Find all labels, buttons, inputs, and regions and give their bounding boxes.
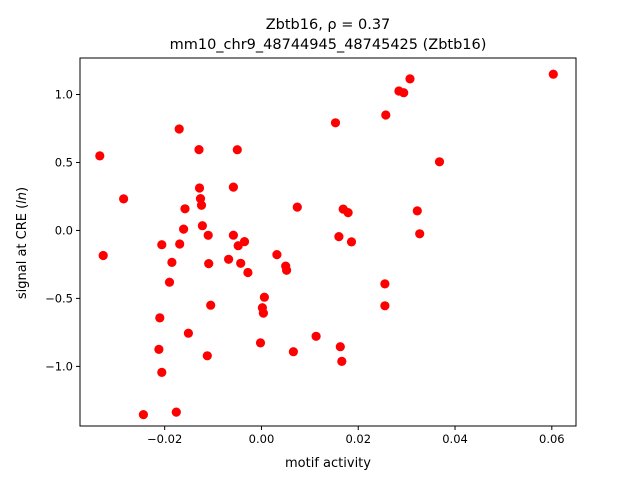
x-tick-label: −0.02: [147, 432, 182, 446]
x-tick-label: 0.00: [249, 432, 275, 446]
data-point: [258, 308, 268, 318]
x-tick-label: 0.02: [345, 432, 371, 446]
data-point: [179, 224, 189, 234]
data-point: [203, 230, 213, 240]
data-point: [206, 300, 216, 310]
data-point: [224, 254, 234, 264]
data-point: [157, 367, 167, 377]
data-point: [171, 407, 181, 417]
data-point: [335, 342, 345, 352]
y-axis-label-prefix: signal at CRE (: [15, 204, 30, 299]
data-point: [311, 331, 321, 341]
data-point: [236, 258, 246, 268]
data-point: [164, 277, 175, 287]
plot-frame: [79, 57, 577, 427]
data-point: [415, 229, 425, 239]
y-tick-label: −0.5: [45, 291, 73, 305]
data-point: [232, 145, 242, 155]
y-tick-label: 0.0: [55, 223, 73, 237]
data-point: [259, 292, 269, 302]
data-point: [330, 118, 341, 128]
data-points: [95, 69, 558, 420]
data-point: [343, 208, 353, 218]
chart-title-line-2: mm10_chr9_48744945_48745425 (Zbtb16): [170, 37, 487, 53]
data-point: [228, 230, 238, 240]
y-axis-label-suffix: ): [15, 187, 30, 192]
y-tick-label: 1.0: [55, 88, 73, 102]
data-point: [157, 240, 167, 250]
data-point: [98, 250, 108, 261]
data-point: [155, 313, 165, 323]
data-point: [381, 110, 391, 120]
data-point: [194, 145, 204, 155]
data-point: [548, 69, 558, 79]
data-point: [197, 221, 207, 231]
data-point: [255, 338, 266, 348]
data-point: [405, 74, 415, 84]
plot-background: [80, 58, 576, 426]
y-axis-label-italic: ln: [15, 192, 30, 204]
axes: −0.02 0.00 0.02 0.04 0.06 −1.0 −0.5 0.0 0.5 1.0: [45, 57, 577, 446]
data-point: [282, 265, 292, 275]
y-tick-label: −1.0: [45, 359, 73, 373]
data-point: [194, 183, 205, 193]
data-point: [399, 88, 409, 98]
chart-title-line-1: Zbtb16, ρ = 0.37: [266, 17, 391, 33]
data-point: [183, 328, 193, 338]
x-tick-label: 0.06: [539, 432, 565, 446]
data-point: [272, 250, 282, 260]
data-point: [138, 410, 148, 420]
data-point: [95, 151, 105, 161]
y-axis-label: signal at CRE (ln): [15, 187, 30, 299]
x-axis-label: motif activity: [285, 456, 371, 471]
data-point: [346, 237, 357, 247]
data-point: [380, 301, 390, 311]
data-point: [412, 206, 422, 216]
data-point: [337, 356, 347, 366]
data-point: [434, 157, 445, 167]
data-point: [174, 124, 184, 134]
data-point: [196, 200, 207, 210]
data-point: [119, 194, 129, 204]
data-point: [380, 279, 390, 289]
data-point: [154, 344, 164, 354]
y-tick-label: 0.5: [55, 155, 73, 169]
data-point: [228, 182, 238, 192]
data-point: [292, 202, 302, 212]
data-point: [167, 257, 177, 267]
data-point: [288, 347, 298, 357]
data-point: [243, 267, 253, 278]
data-point: [175, 239, 185, 249]
data-point: [204, 259, 214, 269]
plot-area: [80, 58, 576, 426]
data-point: [239, 237, 250, 247]
data-point: [202, 351, 212, 361]
data-point: [180, 204, 190, 214]
x-tick-label: 0.04: [442, 432, 468, 446]
data-point: [334, 232, 344, 242]
